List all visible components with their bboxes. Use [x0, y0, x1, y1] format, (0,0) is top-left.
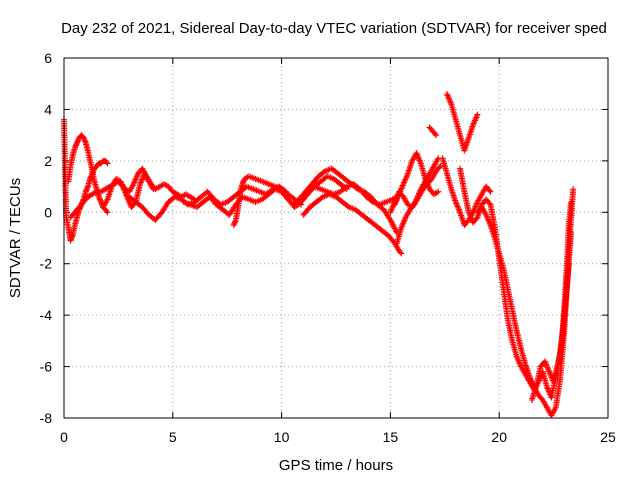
tick-layer: 0 5 10 15 20 25 -8 -6 -4 -2 0 2 4 6 — [40, 50, 616, 445]
y-tick-label: 0 — [44, 204, 52, 220]
series-arc-o — [443, 91, 481, 154]
series-arc-r — [474, 186, 577, 419]
data-point — [104, 160, 111, 167]
x-axis-label: GPS time / hours — [279, 457, 393, 474]
x-tick-label: 10 — [274, 429, 290, 445]
series-arc-j — [311, 181, 400, 208]
data-point — [103, 159, 110, 166]
data-point — [397, 249, 404, 256]
series-arc-p — [439, 155, 494, 229]
series-arc-m — [393, 163, 444, 247]
series-arc-h — [289, 165, 400, 236]
data-point — [486, 200, 493, 207]
data-point — [486, 187, 493, 194]
x-tick-label: 20 — [491, 429, 507, 445]
y-tick-label: 2 — [44, 153, 52, 169]
data-point — [436, 164, 443, 171]
data-point — [298, 201, 305, 208]
series-arc-t — [557, 199, 575, 365]
y-tick-label: -4 — [40, 307, 53, 323]
data-point — [103, 208, 110, 214]
data-point — [432, 130, 439, 137]
y-tick-label: -8 — [40, 410, 53, 426]
series-layer — [61, 91, 577, 419]
x-tick-label: 0 — [60, 429, 68, 445]
plot-frame — [63, 57, 609, 419]
data-point — [487, 188, 494, 195]
y-axis-label: SDTVAR / TECUs — [7, 178, 24, 298]
data-point — [474, 111, 481, 118]
grid-layer — [64, 58, 608, 418]
data-point — [437, 163, 444, 169]
chart-title: Day 232 of 2021, Sidereal Day-to-day VTE… — [61, 20, 607, 37]
x-tick-label: 15 — [383, 429, 399, 445]
data-point — [568, 199, 575, 205]
y-tick-label: 6 — [44, 50, 52, 66]
data-point — [570, 186, 577, 193]
data-point — [435, 188, 442, 195]
series-arc-g — [230, 173, 305, 229]
x-tick-label: 25 — [600, 429, 616, 445]
data-point — [104, 209, 111, 216]
series-arc-n — [426, 124, 440, 139]
data-point — [296, 200, 303, 207]
y-tick-label: -6 — [40, 359, 53, 375]
data-point — [433, 132, 440, 139]
y-tick-label: 4 — [44, 101, 52, 117]
data-point — [398, 250, 405, 257]
y-tick-label: -2 — [40, 256, 53, 272]
series-arc-l — [391, 150, 442, 208]
x-tick-label: 5 — [169, 429, 177, 445]
